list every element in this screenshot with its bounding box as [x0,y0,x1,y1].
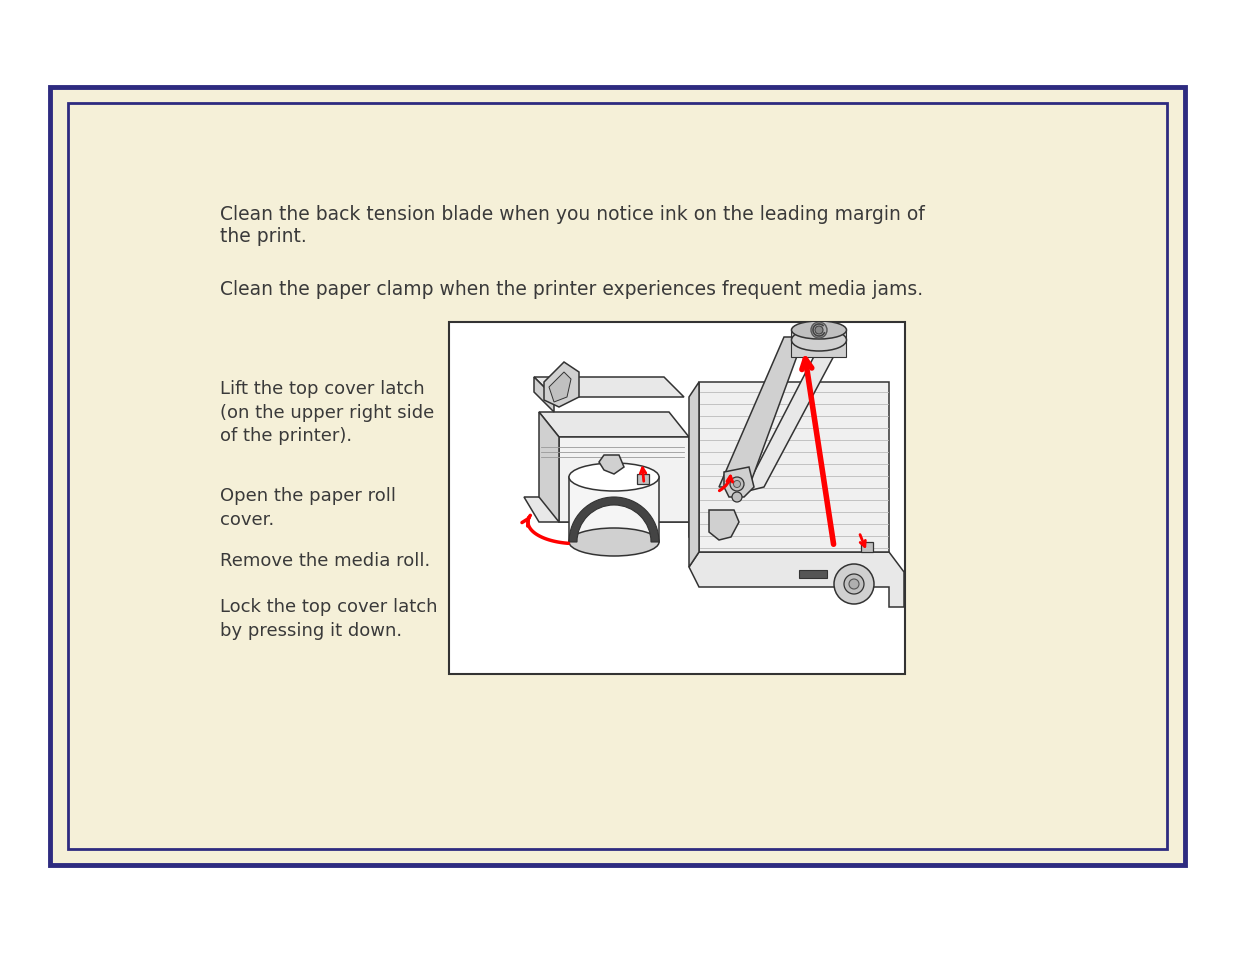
Bar [861,542,873,553]
Polygon shape [534,377,684,397]
Circle shape [734,481,741,488]
Bar [49,88,1186,865]
Polygon shape [790,331,846,357]
Bar [68,104,1167,849]
Circle shape [815,327,823,335]
Text: Remove the media roll.: Remove the media roll. [220,552,430,569]
Polygon shape [689,382,699,567]
Polygon shape [550,373,571,402]
Circle shape [732,493,742,502]
Text: Clean the paper clamp when the printer experiences frequent media jams.: Clean the paper clamp when the printer e… [220,280,923,298]
Circle shape [844,575,864,595]
Wedge shape [569,497,659,542]
Circle shape [848,579,860,589]
Circle shape [834,564,874,604]
Ellipse shape [569,529,659,557]
Polygon shape [689,553,904,607]
Polygon shape [743,337,844,493]
Bar [637,475,650,484]
Polygon shape [538,413,559,522]
Polygon shape [699,382,889,553]
Text: Lock the top cover latch
by pressing it down.: Lock the top cover latch by pressing it … [220,598,437,639]
Polygon shape [724,468,755,497]
Text: Clean the back tension blade when you notice ink on the leading margin of
the pr: Clean the back tension blade when you no… [220,205,925,246]
Polygon shape [559,437,689,522]
Ellipse shape [569,463,659,492]
Polygon shape [709,511,739,540]
Polygon shape [599,456,624,475]
Bar [604,505,634,514]
Ellipse shape [792,322,846,339]
Polygon shape [719,337,804,488]
Text: Lift the top cover latch
(on the upper right side
of the printer).: Lift the top cover latch (on the upper r… [220,379,435,445]
Polygon shape [534,377,555,413]
Polygon shape [569,477,659,542]
Bar [799,571,827,578]
Polygon shape [543,363,579,408]
Polygon shape [538,413,689,437]
Polygon shape [524,497,704,537]
Text: Open the paper roll
cover.: Open the paper roll cover. [220,486,396,528]
Circle shape [730,477,743,492]
Circle shape [811,323,827,338]
Ellipse shape [792,330,846,352]
Bar [450,323,905,675]
